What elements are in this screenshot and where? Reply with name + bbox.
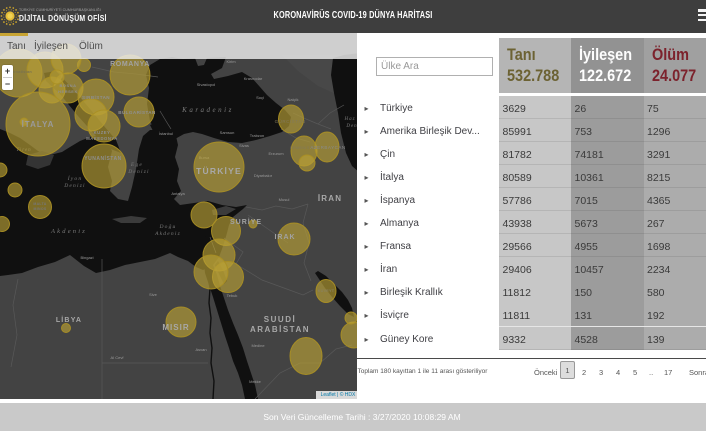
svg-text:Denizi: Denizi: [63, 183, 86, 189]
svg-text:MALTA: MALTA: [33, 202, 46, 206]
svg-text:İTALYA: İTALYA: [22, 120, 55, 129]
svg-text:SIRBİSTAN: SIRBİSTAN: [82, 94, 110, 100]
svg-text:Erzurum: Erzurum: [268, 151, 284, 156]
svg-text:Al Cevf: Al Cevf: [111, 355, 125, 360]
svg-text:İstanbul: İstanbul: [159, 131, 173, 136]
svg-text:Trabzon: Trabzon: [250, 133, 265, 138]
svg-text:Denizi: Denizi: [127, 169, 150, 175]
svg-text:TÜRKİYE: TÜRKİYE: [196, 166, 242, 176]
svg-text:ARABİSTAN: ARABİSTAN: [250, 325, 310, 334]
svg-text:ERMENİSTAN: ERMENİSTAN: [290, 145, 318, 150]
svg-text:Kirim: Kirim: [226, 59, 236, 64]
svg-text:Doğu: Doğu: [158, 223, 176, 230]
svg-text:Mekke: Mekke: [249, 379, 262, 384]
svg-text:Nalçik: Nalçik: [288, 97, 299, 102]
svg-text:MAKEDONYA: MAKEDONYA: [86, 136, 118, 141]
svg-text:HERSEK: HERSEK: [58, 89, 78, 94]
svg-text:LİBYA: LİBYA: [56, 316, 82, 324]
svg-text:Ege: Ege: [130, 162, 143, 168]
svg-text:MISIR: MISIR: [162, 323, 189, 332]
svg-text:SUUDİ: SUUDİ: [264, 315, 296, 324]
svg-text:GÜRCİSTAN: GÜRCİSTAN: [275, 118, 306, 124]
svg-text:İyon: İyon: [67, 175, 83, 182]
svg-text:Krasnodar: Krasnodar: [244, 76, 263, 81]
svg-text:Sivas: Sivas: [239, 143, 249, 148]
svg-text:YUNANİSTAN: YUNANİSTAN: [84, 155, 121, 162]
svg-text:ROMANYA: ROMANYA: [110, 61, 150, 68]
svg-text:Bingazi: Bingazi: [80, 255, 93, 260]
svg-text:Asvan: Asvan: [195, 347, 206, 352]
svg-text:Sive: Sive: [149, 292, 158, 297]
svg-text:Den: Den: [345, 124, 357, 129]
svg-text:Antalya: Antalya: [171, 191, 185, 196]
svg-text:SURİYE: SURİYE: [230, 218, 262, 226]
svg-text:Akdeniz: Akdeniz: [154, 231, 181, 237]
svg-text:Karadeniz: Karadeniz: [181, 106, 234, 114]
svg-text:MINOS: MINOS: [34, 207, 47, 211]
svg-text:Akdeniz: Akdeniz: [50, 228, 87, 235]
svg-text:AZERBAYCAN: AZERBAYCAN: [310, 145, 345, 150]
svg-text:Diyarbakır: Diyarbakır: [254, 173, 273, 178]
svg-text:İRAN: İRAN: [318, 194, 342, 203]
svg-text:Soçi: Soçi: [256, 95, 264, 100]
svg-text:Haz: Haz: [343, 117, 355, 122]
svg-text:BOSNA: BOSNA: [60, 83, 77, 88]
svg-text:Sivastopol: Sivastopol: [197, 82, 216, 87]
svg-text:Medine: Medine: [251, 343, 265, 348]
svg-text:Musul: Musul: [279, 197, 290, 202]
svg-text:Tebuk: Tebuk: [227, 293, 238, 298]
svg-text:IRAK: IRAK: [274, 234, 295, 241]
svg-text:BULGARİSTAN: BULGARİSTAN: [118, 109, 156, 115]
svg-text:Samsun: Samsun: [220, 130, 235, 135]
svg-text:KUZEY: KUZEY: [94, 130, 111, 135]
svg-text:Hırvatistan: Hırvatistan: [10, 70, 32, 74]
svg-text:KUVEYT: KUVEYT: [318, 289, 335, 293]
